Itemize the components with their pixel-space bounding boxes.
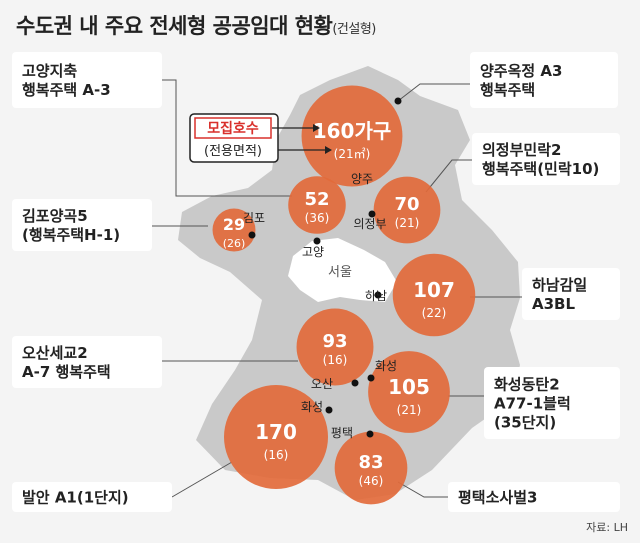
bubble-4 [212,208,256,252]
map-label-hwaseong-s: 화성 [301,400,323,414]
bubble-value-9: 83 [358,452,383,473]
map-label-hwaseong-n: 화성 [375,359,397,373]
city-dot-9 [366,430,374,438]
city-dot-7 [367,374,375,382]
bubble-area-8: (16) [264,448,289,462]
map-label-osan: 오산 [311,377,333,391]
bubble-8 [224,385,328,489]
bubble-area-6: (16) [323,353,348,367]
legend-highlight-box [194,117,272,139]
label-text-1-2: 행복주택 [480,81,535,99]
legend-arrowhead-units [313,124,320,132]
bubble-value-5: 107 [413,278,455,302]
bubble-area-7: (21) [397,403,422,417]
label-box-5 [522,268,620,320]
bubble-value-6: 93 [322,331,347,352]
bubble-1 [301,85,403,187]
title-text: 수도권 내 주요 전세형 공공임대 현황 [16,14,333,38]
label-text-4-2: (행복주택H-1) [22,226,120,244]
legend-area-label: (전용면적) [204,144,262,159]
legend-units-label: 모집호수 [207,120,259,137]
label-text-5-1: 하남감일 [532,276,587,294]
bubble-value-1: 160가구 [313,119,392,143]
bubble-area-5: (22) [422,306,447,320]
map-label-gimpo: 김포 [243,211,265,225]
map-label-goyang: 고양 [302,245,324,259]
chart-title: 수도권 내 주요 전세형 공공임대 현황(건설형) [16,10,376,40]
leader-layer [152,79,522,498]
bubble-value-7: 105 [388,375,430,399]
map-label-pyeongtaek: 평택 [331,426,353,440]
label-text-6-2: A-7 행복주택 [22,363,111,381]
legend: 모집호수 (전용면적) [189,113,332,163]
bubble-area-3: (21) [395,216,420,230]
bubble-area-2: (36) [305,211,330,225]
bubble-value-3: 70 [394,194,419,215]
label-text-8-1: 발안 A1(1단지) [22,489,129,507]
legend-arrowhead-area [325,146,332,154]
bubble-9 [334,431,408,505]
label-text-3-1: 의정부민락2 [482,141,561,159]
bubble-5 [392,253,476,337]
label-text-1-1: 양주옥정 A3 [480,62,562,80]
label-box-7 [484,367,620,439]
label-box-8 [12,482,172,512]
city-dot-8 [325,406,333,414]
map-label-uijeongbu: 의정부 [353,217,386,231]
label-box-3 [472,133,620,185]
label-box-2 [12,52,162,108]
label-text-7-3: (35단지) [494,414,556,432]
leader-line-9 [397,481,448,498]
label-box-4 [12,199,152,251]
map-label-hanam: 하남 [365,289,387,303]
label-text-2-1: 고양지축 [22,62,77,80]
label-box-6 [12,336,162,388]
bubble-area-1: (21㎡) [334,147,371,161]
bubble-7 [368,351,450,433]
leader-line-1 [397,83,470,102]
city-dot-6 [351,379,359,387]
bubble-value-4: 29 [223,215,245,234]
city-dot-3 [368,210,376,218]
bubble-2 [288,176,346,234]
city-dot-5 [374,291,382,299]
bubble-layer: 160가구(21㎡)52(36)70(21)29(26)107(22)93(16… [212,85,476,505]
bubble-6 [296,308,374,386]
label-text-7-2: A77-1블럭 [494,395,571,413]
city-dot-1 [394,97,402,105]
leader-line-3 [425,159,472,193]
label-text-4-1: 김포양곡5 [22,207,88,225]
title-subtitle: (건설형) [332,22,376,37]
label-box-1 [470,52,618,108]
label-box-9 [448,482,620,512]
bubble-value-2: 52 [304,189,329,210]
leader-line-2 [162,79,292,197]
label-text-5-2: A3BL [532,295,575,313]
city-dot-2 [313,237,321,245]
label-text-7-1: 화성동탄2 [494,376,560,394]
bubble-area-9: (46) [359,474,384,488]
label-text-2-2: 행복주택 A-3 [22,81,111,99]
map-label-seoul: 서울 [328,265,352,280]
bubble-area-4: (26) [223,237,246,250]
label-text-3-2: 행복주택(민락10) [482,160,599,178]
leader-line-8 [171,461,233,498]
label-text-6-1: 오산세교2 [22,344,88,362]
label-text-9-1: 평택소사벌3 [458,489,537,507]
city-dot-4 [248,231,256,239]
bubble-3 [373,176,441,244]
seoul-map-shape [288,238,397,302]
bubble-value-8: 170 [255,420,297,444]
map-label-yangju: 양주 [351,172,373,186]
source-note: 자료: LH [586,521,628,534]
